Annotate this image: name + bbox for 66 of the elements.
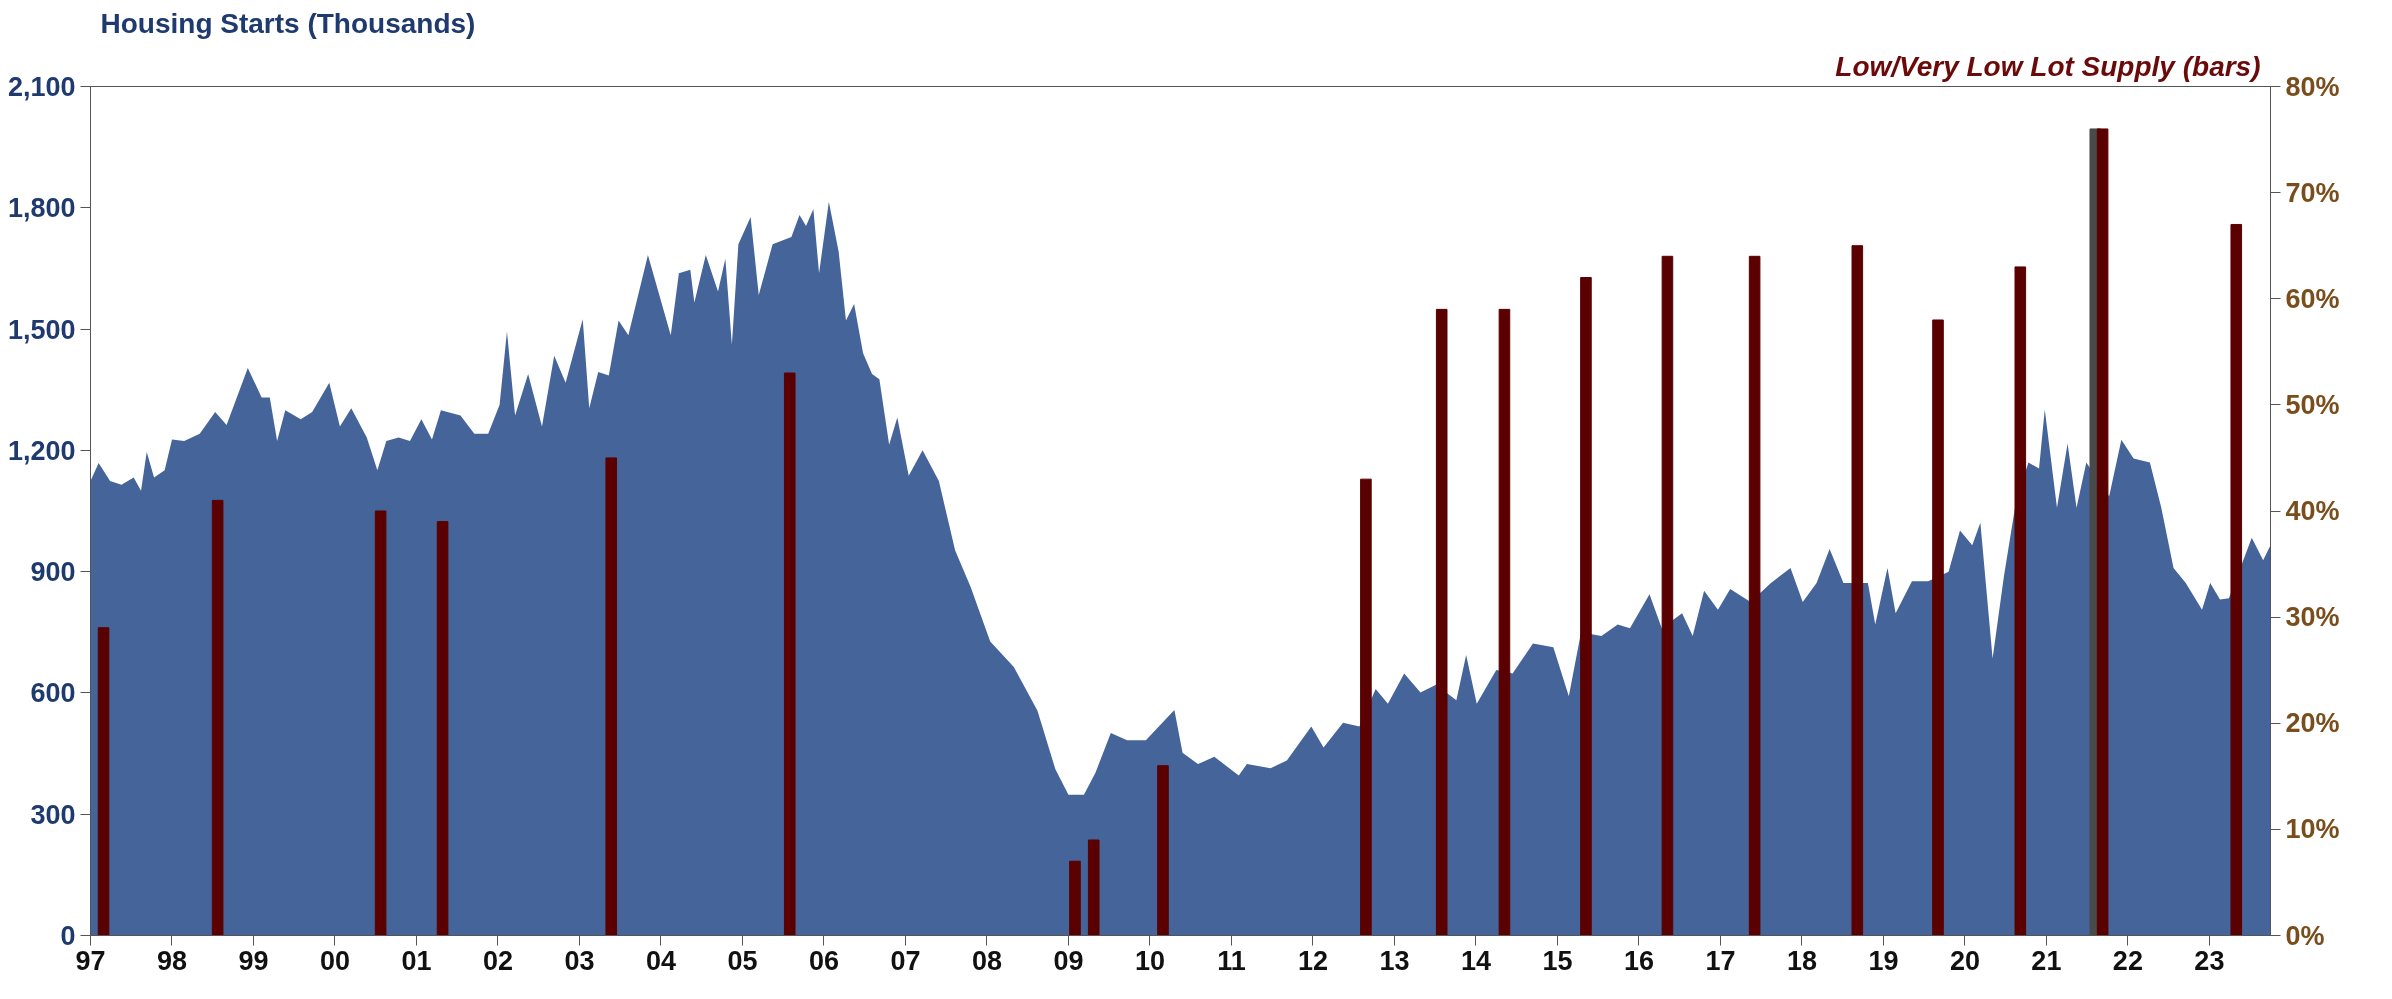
x-tick-label: 07	[890, 945, 921, 976]
bar	[1157, 765, 1169, 936]
y2-tick-label: 50%	[2285, 389, 2340, 420]
bar	[1932, 319, 1944, 936]
x-tick-label: 06	[808, 945, 839, 976]
y2-axis-title: Low/Very Low Lot Supply (bars)	[1835, 50, 2261, 82]
bar	[2096, 128, 2109, 936]
y2-tick-label: 10%	[2285, 814, 2340, 845]
bar	[1069, 860, 1081, 936]
x-tick-label: 22	[2112, 945, 2143, 976]
bar	[211, 499, 224, 936]
x-tick-label: 01	[401, 945, 432, 976]
y2-tick-label: 30%	[2285, 602, 2340, 633]
y2-tick-label: 60%	[2285, 283, 2340, 314]
bar	[1851, 245, 1864, 936]
bar	[1661, 255, 1674, 936]
y-axis-title: Housing Starts (Thousands)	[100, 7, 476, 39]
y-tick-label: 900	[30, 557, 76, 588]
y2-tick-label: 0%	[2285, 920, 2325, 951]
y-tick-label: 1,500	[7, 314, 76, 345]
y-tick-label: 1,200	[7, 435, 76, 466]
x-tick-label: 18	[1786, 945, 1817, 976]
x-tick-label: 05	[727, 945, 758, 976]
bar	[2230, 223, 2243, 936]
bar	[1580, 277, 1592, 936]
bar	[783, 372, 796, 936]
x-tick-label: 14	[1460, 945, 1491, 976]
x-tick-label: 03	[564, 945, 595, 976]
x-tick-label: 99	[238, 945, 269, 976]
y-tick-label: 300	[30, 799, 76, 830]
x-tick-label: 98	[156, 945, 188, 976]
y2-tick-label: 80%	[2285, 71, 2340, 102]
bar	[436, 521, 449, 936]
bar	[374, 510, 387, 936]
x-tick-label: 17	[1705, 945, 1736, 976]
x-tick-label: 04	[645, 945, 676, 976]
y-tick-label: 2,100	[7, 72, 76, 102]
bar	[1087, 839, 1100, 936]
x-tick-label: 15	[1542, 945, 1573, 976]
x-tick-label: 97	[75, 945, 106, 976]
y2-tick-label: 70%	[2285, 177, 2340, 208]
x-tick-label: 02	[482, 945, 514, 976]
bar	[1748, 255, 1761, 936]
y-tick-label: 600	[30, 678, 76, 709]
bar	[1435, 308, 1448, 936]
y-tick-label: 1,800	[7, 193, 76, 224]
x-tick-label: 23	[2194, 945, 2225, 976]
x-tick-label: 09	[1053, 945, 1084, 976]
x-tick-label: 16	[1623, 945, 1654, 976]
x-tick-label: 10	[1134, 945, 1165, 976]
x-tick-label: 21	[2031, 945, 2062, 976]
x-tick-label: 08	[971, 945, 1002, 976]
x-tick-label: 20	[1949, 945, 1980, 976]
x-tick-label: 13	[1379, 945, 1410, 976]
x-tick-label: 12	[1297, 945, 1328, 976]
x-tick-label: 00	[319, 945, 351, 976]
x-tick-label: 11	[1217, 945, 1246, 976]
y2-tick-label: 40%	[2285, 496, 2340, 526]
bar	[1498, 308, 1511, 936]
bar	[1360, 478, 1372, 936]
bar	[97, 627, 110, 936]
y-tick-label: 0	[60, 921, 76, 951]
bar	[2014, 266, 2027, 936]
bar	[605, 457, 618, 936]
y2-tick-label: 20%	[2285, 708, 2340, 739]
x-tick-label: 19	[1868, 945, 1899, 976]
